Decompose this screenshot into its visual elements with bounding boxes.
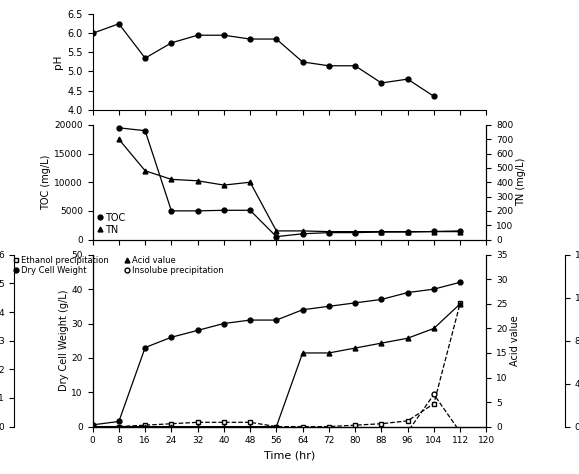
Y-axis label: TN (mg/L): TN (mg/L) xyxy=(516,158,526,206)
Legend: Ethanol precipitation, Dry Cell Weight, Acid value, Insolube precipitation: Ethanol precipitation, Dry Cell Weight, … xyxy=(14,255,223,275)
Y-axis label: Acid value: Acid value xyxy=(510,315,521,366)
Y-axis label: Dry Cell Weight (g/L): Dry Cell Weight (g/L) xyxy=(58,290,69,392)
Y-axis label: TOC (mg/L): TOC (mg/L) xyxy=(41,155,52,210)
Y-axis label: pH: pH xyxy=(53,55,63,69)
X-axis label: Time (hr): Time (hr) xyxy=(264,451,315,461)
Legend: TOC, TN: TOC, TN xyxy=(97,213,126,235)
